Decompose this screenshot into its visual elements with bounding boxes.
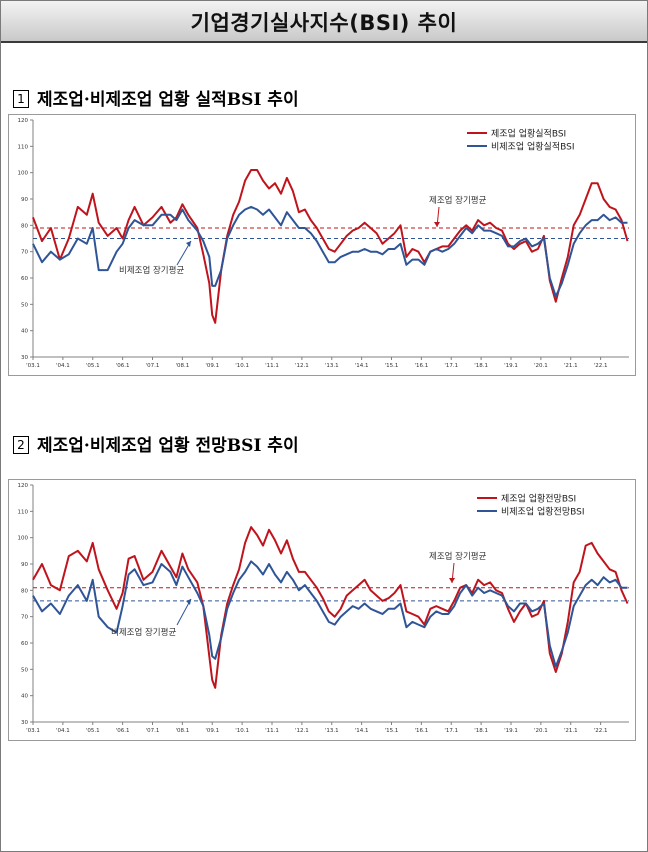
x-tick-label: '21.1 (564, 728, 578, 734)
section-title-text: 제조업·비제조업 업황 전망BSI 추이 (37, 436, 299, 456)
y-tick-label: 100 (18, 171, 29, 177)
x-tick-label: '12.1 (295, 363, 309, 369)
legend-label: 제조업 업황실적BSI (491, 128, 566, 140)
section-title-text: 제조업·비제조업 업황 실적BSI 추이 (37, 90, 299, 110)
y-tick-label: 40 (21, 694, 28, 700)
x-tick-label: '10.1 (235, 363, 249, 369)
y-tick-label: 30 (21, 720, 28, 726)
x-tick-label: '08.1 (175, 728, 189, 734)
y-tick-label: 60 (21, 641, 28, 647)
y-tick-label: 120 (18, 483, 29, 489)
page-header: 기업경기실사지수(BSI) 추이 (1, 1, 647, 43)
y-tick-label: 60 (21, 276, 28, 282)
y-tick-label: 50 (21, 302, 28, 308)
y-tick-label: 40 (21, 329, 28, 335)
x-tick-label: '07.1 (146, 728, 160, 734)
x-tick-label: '03.1 (26, 363, 40, 369)
y-tick-label: 90 (21, 562, 28, 568)
x-tick-label: '11.1 (265, 363, 279, 369)
section-title-outlook: 2 제조업·비제조업 업황 전망BSI 추이 (13, 431, 299, 456)
x-tick-label: '22.1 (594, 363, 608, 369)
manufacturing-average-label: 제조업 장기평균 (429, 195, 487, 206)
section-title-actual: 1 제조업·비제조업 업황 실적BSI 추이 (13, 85, 299, 110)
x-tick-label: '15.1 (385, 728, 399, 734)
manufacturing-series-line (32, 526, 629, 689)
non-manufacturing-average-label: 비제조업 장기평균 (111, 627, 176, 638)
legend-label: 비제조업 업황전망BSI (501, 507, 585, 518)
non-manufacturing-series-line (32, 560, 628, 668)
page-title: 기업경기실사지수(BSI) 추이 (190, 11, 458, 35)
x-tick-label: '14.1 (355, 728, 369, 734)
chart-actual-bsi: 30 40 50 60 70 80 90 100 110 120 '03.1 '04.1 '05.1 '0… (8, 114, 636, 376)
manufacturing-average-arrowhead (434, 222, 440, 227)
x-tick-label: '18.1 (474, 728, 488, 734)
x-tick-label: '10.1 (235, 728, 249, 734)
x-tick-label: '13.1 (325, 363, 339, 369)
y-tick-label: 90 (21, 197, 28, 203)
x-tick-label: '06.1 (116, 728, 130, 734)
x-tick-label: '11.1 (265, 728, 279, 734)
x-tick-label: '18.1 (474, 363, 488, 369)
x-tick-label: '15.1 (385, 363, 399, 369)
manufacturing-average-label: 제조업 장기평균 (429, 551, 487, 562)
x-tick-label: '17.1 (444, 728, 458, 734)
y-tick-label: 80 (21, 223, 28, 229)
x-tick-label: '22.1 (594, 728, 608, 734)
non-manufacturing-series-line (32, 205, 628, 298)
x-tick-label: '09.1 (205, 728, 219, 734)
x-tick-label: '07.1 (146, 363, 160, 369)
x-tick-label: '16.1 (414, 728, 428, 734)
legend-label: 제조업 업황전망BSI (501, 494, 576, 505)
chart-outlook-svg: 30 40 50 60 70 80 90 100 110 120 '03.1 '04.1 '05.1 '0… (18, 483, 629, 734)
x-tick-label: '08.1 (175, 363, 189, 369)
non-manufacturing-average-arrowhead (186, 241, 191, 247)
x-tick-label: '05.1 (86, 728, 100, 734)
y-tick-label: 100 (18, 536, 29, 542)
non-manufacturing-average-label: 비제조업 장기평균 (119, 265, 184, 276)
section-number: 1 (13, 90, 29, 108)
y-tick-label: 70 (21, 615, 28, 621)
x-tick-label: '19.1 (504, 728, 518, 734)
y-tick-label: 80 (21, 588, 28, 594)
x-tick-label: '16.1 (414, 363, 428, 369)
y-tick-label: 120 (18, 118, 29, 124)
manufacturing-average-arrowhead (449, 578, 455, 583)
x-tick-label: '20.1 (534, 728, 548, 734)
x-tick-label: '14.1 (355, 363, 369, 369)
x-tick-label: '21.1 (564, 363, 578, 369)
y-tick-label: 110 (18, 509, 29, 515)
chart-outlook-bsi: 30 40 50 60 70 80 90 100 110 120 '03.1 '04.1 '05.1 '0… (8, 479, 636, 741)
x-tick-label: '09.1 (205, 363, 219, 369)
x-tick-label: '05.1 (86, 363, 100, 369)
y-tick-label: 30 (21, 355, 28, 361)
legend-label: 비제조업 업황실적BSI (491, 141, 575, 153)
y-tick-label: 70 (21, 250, 28, 256)
manufacturing-series-line (32, 169, 629, 324)
x-tick-label: '04.1 (56, 728, 70, 734)
x-tick-label: '13.1 (325, 728, 339, 734)
x-tick-label: '12.1 (295, 728, 309, 734)
x-tick-label: '20.1 (534, 363, 548, 369)
x-tick-label: '06.1 (116, 363, 130, 369)
non-manufacturing-average-arrowhead (186, 599, 191, 605)
x-tick-label: '03.1 (26, 728, 40, 734)
x-tick-label: '17.1 (444, 363, 458, 369)
section-number: 2 (13, 436, 29, 454)
x-tick-label: '19.1 (504, 363, 518, 369)
chart-actual-svg: 30 40 50 60 70 80 90 100 110 120 '03.1 '04.1 '05.1 '0… (18, 118, 629, 369)
y-tick-label: 50 (21, 667, 28, 673)
y-tick-label: 110 (18, 144, 29, 150)
x-tick-label: '04.1 (56, 363, 70, 369)
